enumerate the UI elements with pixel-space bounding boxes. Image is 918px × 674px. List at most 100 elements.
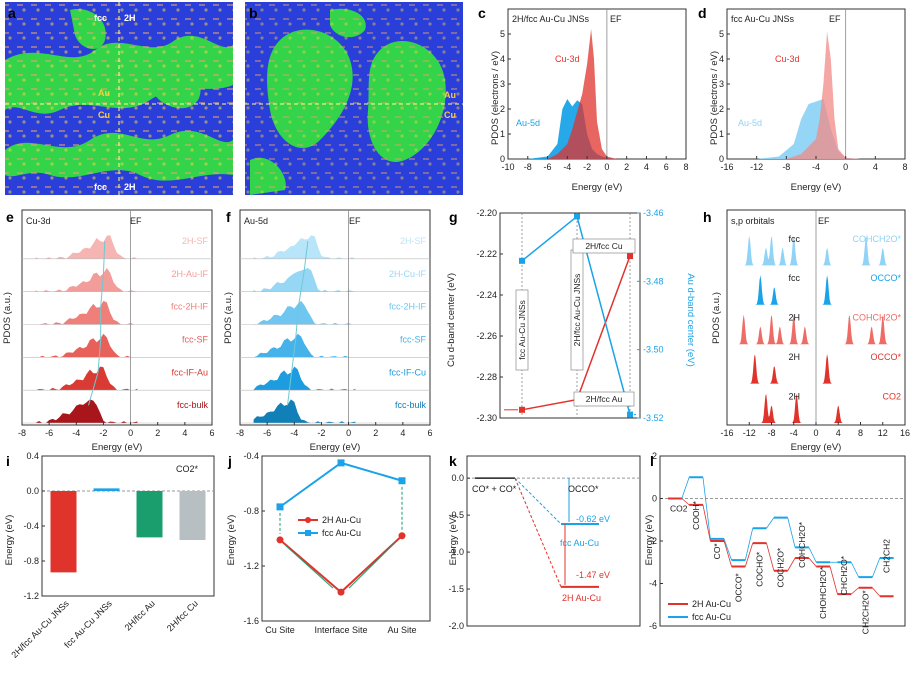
panel-k-fcc-label: fcc Au-Cu: [560, 538, 599, 548]
panel-f-area-fcc-2h-if: [253, 300, 356, 325]
panel-c-ytick: 0: [500, 154, 505, 164]
panel-l-connector-fcc: [681, 477, 690, 499]
panel-a-label-au: Au: [98, 88, 110, 98]
panel-c-letter: c: [478, 5, 486, 21]
panel-e-xlabel: Energy (eV): [92, 442, 143, 453]
panel-f-xtick: 2: [373, 428, 378, 438]
panel-j-legend-2h: 2H Au-Cu: [322, 515, 361, 525]
panel-l-connector-2h: [766, 543, 775, 571]
panel-c-xtick: 6: [664, 162, 669, 172]
panel-d-ylabel: PDOS (electrons / eV): [709, 51, 720, 145]
panel-l-connector-fcc: [744, 528, 754, 561]
panel-g-ytick-right: -3.52: [643, 413, 664, 423]
panel-f-title: Au-5d: [244, 216, 268, 226]
panel-j-ylabel: Energy (eV): [226, 515, 237, 566]
panel-c-xtick: -2: [583, 162, 591, 172]
panel-d-letter: d: [698, 5, 707, 21]
panel-l-step-label: COHCH2O*: [797, 521, 807, 568]
panel-j-point-2h: [398, 532, 406, 540]
panel-h-area-row: [727, 394, 905, 423]
panel-b-label-cu: Cu: [444, 110, 456, 120]
panel-h-row-tag: 2H: [788, 391, 800, 401]
panel-f-area-fcc-bulk: [253, 399, 356, 423]
panel-l-step-label: COCH2O*: [776, 547, 786, 587]
panel-h-row-tag: 2H: [788, 352, 800, 362]
panel-h-xtick: 16: [900, 428, 910, 438]
panel-d-xlabel: Energy (eV): [791, 182, 842, 193]
panel-i-xtick: 2H/fcc Cu: [165, 598, 200, 633]
panel-j-letter: j: [227, 453, 232, 469]
panel-i-letter: i: [6, 453, 10, 469]
panel-c-ytick: 2: [500, 104, 505, 114]
panel-l-connector-fcc: [872, 557, 881, 578]
panel-j-ytick: -0.8: [243, 506, 259, 516]
panel-i-legend: CO2*: [176, 464, 199, 474]
panel-g-ytick-left: -2.26: [476, 331, 497, 341]
panel-k-ytick: -1.5: [448, 584, 464, 594]
panel-l-step-label: CH2CH2: [882, 539, 892, 573]
panel-l-ytick: 0: [652, 494, 657, 504]
panel-k-fcc-connector: [514, 477, 562, 525]
panel-j-point-2h: [276, 536, 284, 544]
panel-f-row-label: 2H-Cu-IF: [389, 269, 427, 279]
panel-g-label: 2H/fcc Au: [586, 394, 623, 404]
panel-d-xtick: -4: [812, 162, 820, 172]
panel-g-ytick-left: -2.30: [476, 413, 497, 423]
panel-d-ytick: 4: [719, 54, 724, 64]
panel-d-ef: EF: [829, 14, 841, 24]
panel-k-2h-label: 2H Au-Cu: [562, 593, 601, 603]
panel-c-ytick: 5: [500, 29, 505, 39]
panel-l-connector-fcc: [766, 517, 775, 529]
panel-k-frame: [466, 455, 641, 627]
panel-h-letter: h: [703, 209, 712, 225]
panel-h-row-species: COHCH2O*: [852, 313, 901, 323]
panel-f-area-fcc-if-cu: [253, 366, 356, 391]
panel-h-row-species: OCCO*: [870, 352, 901, 362]
panel-h-xtick: 12: [878, 428, 888, 438]
panel-f-xtick: 4: [400, 428, 405, 438]
panel-k-2h-value: -1.47 eV: [576, 570, 610, 580]
panel-e-area-2h-au-if: [35, 268, 138, 292]
panel-e-row-label: fcc-SF: [182, 335, 209, 345]
panel-j-arrow: [285, 545, 334, 589]
panel-l-step-label: OCCO*: [733, 573, 743, 603]
panel-c-xtick: -6: [544, 162, 552, 172]
panel-h-xtick: -8: [767, 428, 775, 438]
panel-h-xtick: -4: [790, 428, 798, 438]
panel-j-arrow: [348, 541, 397, 589]
panel-g-ytick-left: -2.22: [476, 249, 497, 259]
panel-f-ef: EF: [349, 216, 361, 226]
panel-h-ef: EF: [818, 216, 830, 226]
panel-l-connector-fcc: [850, 562, 859, 578]
panel-e-row-label: fcc-bulk: [177, 400, 209, 410]
panel-e-xtick: 2: [155, 428, 160, 438]
panel-l-ytick: -4: [649, 579, 657, 589]
panel-d-ytick: 5: [719, 29, 724, 39]
panel-e-area-fcc-bulk: [35, 399, 138, 423]
panel-g-letter: g: [449, 209, 458, 225]
panel-f: f PDOS (a.u.) 2H-SF 2H-Cu-IF fcc-2H-IF fcc-…: [223, 209, 433, 453]
panel-c-xtick: -4: [563, 162, 571, 172]
panel-k-start-label: CO* + CO*: [472, 484, 517, 494]
panel-d-xtick: -16: [720, 162, 733, 172]
panel-c-ef: EF: [610, 14, 622, 24]
panel-e-xtick: -2: [99, 428, 107, 438]
panel-f-xlabel: Energy (eV): [310, 442, 361, 453]
panel-g-label: 2H/fcc Au-Cu JNSs: [572, 274, 582, 347]
panel-i-ytick: -0.4: [23, 521, 39, 531]
panel-g-ytick-left: -2.28: [476, 372, 497, 382]
panel-d-xtick: 4: [873, 162, 878, 172]
panel-e-letter: e: [6, 209, 14, 225]
panel-b: b Au Cu: [245, 2, 463, 195]
panel-j-ytick: -1.2: [243, 561, 259, 571]
panel-l-step-label: COOH*: [691, 500, 701, 530]
panel-g-label: 2H/fcc Cu: [585, 241, 623, 251]
panel-l-ytick: 2: [652, 451, 657, 461]
panel-h-title: s,p orbitals: [731, 216, 775, 226]
panel-f-frame: [239, 209, 431, 426]
panel-h: h PDOS (a.u.) fcc COHCH2O* fcc OCCO* 2H COHCH…: [703, 209, 910, 453]
panel-i-ylabel: Energy (eV): [4, 515, 15, 566]
panel-e-xtick: 4: [182, 428, 187, 438]
panel-d-ytick: 2: [719, 104, 724, 114]
panel-c-xtick: -10: [501, 162, 514, 172]
